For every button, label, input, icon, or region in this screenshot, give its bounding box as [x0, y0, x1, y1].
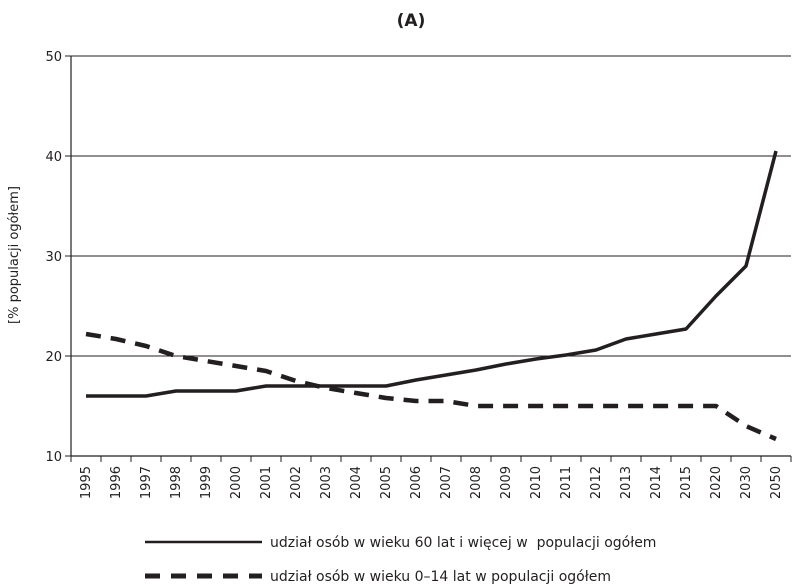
- x-tick-label-2020: 2020: [709, 466, 724, 499]
- x-tick-label-1998: 1998: [169, 466, 184, 499]
- legend: udział osób w wieku 60 lat i więcej w po…: [145, 535, 656, 585]
- y-axis-ticks: 10 20 30 40 50: [45, 50, 71, 465]
- x-tick-label-2001: 2001: [259, 466, 274, 499]
- x-tick-label-2007: 2007: [439, 466, 454, 499]
- x-tick-label-2004: 2004: [349, 466, 364, 499]
- x-tick-label-2014: 2014: [649, 466, 664, 499]
- x-tick-label-1999: 1999: [199, 466, 214, 499]
- legend-label-over-60: udział osób w wieku 60 lat i więcej w po…: [270, 535, 656, 551]
- x-tick-label-1995: 1995: [79, 466, 94, 499]
- y-tick-label-50: 50: [45, 50, 62, 65]
- x-tick-label-2013: 2013: [619, 466, 634, 499]
- x-tick-label-2003: 2003: [319, 466, 334, 499]
- x-tick-label-2010: 2010: [529, 466, 544, 499]
- y-tick-label-30: 30: [45, 250, 62, 265]
- x-tick-label-1997: 1997: [139, 466, 154, 499]
- x-tick-label-2011: 2011: [559, 466, 574, 499]
- series-line-age-60-plus: [86, 150, 778, 398]
- x-tick-label-2012: 2012: [589, 466, 604, 499]
- chart-title: (A): [397, 11, 426, 31]
- series-line-age-0-14: [85, 331, 777, 442]
- x-axis-ticks: 1995 1996 1997 1998 1999 2000 2001 2002 2003 2004…: [70, 456, 792, 499]
- x-tick-label-2005: 2005: [379, 466, 394, 499]
- legend-label-0-14: udział osób w wieku 0–14 lat w populacji…: [270, 569, 611, 585]
- x-tick-label-2050: 2050: [769, 466, 784, 499]
- x-tick-label-1996: 1996: [109, 466, 124, 499]
- x-tick-label-2008: 2008: [469, 466, 484, 499]
- gridlines: [71, 55, 791, 357]
- y-tick-label-10: 10: [45, 450, 62, 465]
- y-axis-label: [% populacji ogółem]: [7, 186, 22, 324]
- x-tick-label-2015: 2015: [679, 466, 694, 499]
- x-tick-label-2002: 2002: [289, 466, 304, 499]
- x-tick-label-2009: 2009: [499, 466, 514, 499]
- series-lines: [85, 150, 778, 442]
- x-tick-label-2030: 2030: [739, 466, 754, 499]
- x-tick-label-2006: 2006: [409, 466, 424, 499]
- y-tick-label-40: 40: [45, 150, 62, 165]
- x-tick-label-2000: 2000: [229, 466, 244, 499]
- y-tick-label-20: 20: [45, 350, 62, 365]
